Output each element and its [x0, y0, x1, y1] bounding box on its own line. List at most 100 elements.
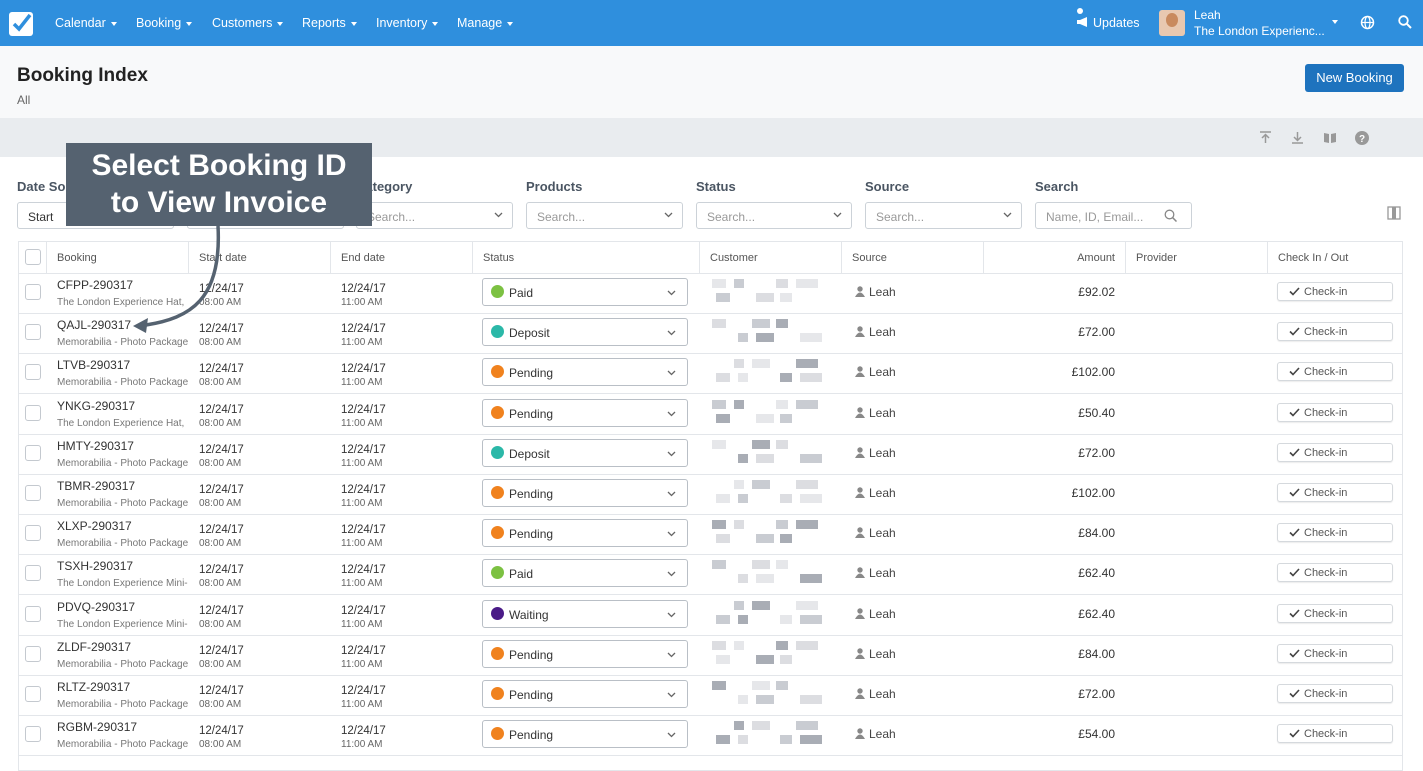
status-select[interactable]: Deposit	[482, 438, 688, 467]
start-date: 12/24/17	[199, 524, 244, 537]
customer-blur	[776, 399, 788, 409]
status-label: Deposit	[509, 446, 550, 461]
booking-id-link[interactable]: YNKG-290317	[57, 398, 136, 413]
source-name: Leah	[869, 526, 896, 541]
nav-label: Manage	[457, 16, 503, 30]
filter-input[interactable]: Search...	[356, 202, 513, 229]
nav-item[interactable]: Manage	[457, 16, 514, 30]
nav-item[interactable]: Customers	[212, 16, 284, 30]
user-caret[interactable]	[1332, 20, 1338, 24]
help-icon[interactable]: ?	[1355, 131, 1369, 145]
row-checkbox[interactable]	[25, 605, 41, 622]
booking-id-link[interactable]: TBMR-290317	[57, 479, 136, 493]
row-checkbox[interactable]	[25, 525, 41, 542]
start-date: 12/24/17	[199, 685, 244, 697]
booking-id-link[interactable]: ZLDF-290317	[57, 639, 132, 654]
status-select[interactable]: Pending	[482, 680, 688, 708]
check-in-button[interactable]: Check-in	[1277, 442, 1393, 462]
customer-blur	[734, 600, 744, 610]
booking-id-link[interactable]: PDVQ-290317	[57, 599, 136, 614]
check-in-button[interactable]: Check-in	[1277, 402, 1393, 422]
columns-icon[interactable]	[1387, 206, 1401, 220]
check-in-button[interactable]: Check-in	[1277, 724, 1393, 744]
booking-id-link[interactable]: CFPP-290317	[57, 278, 134, 292]
row-checkbox[interactable]	[25, 686, 41, 702]
status-select[interactable]: Waiting	[482, 599, 688, 628]
globe-icon[interactable]	[1360, 15, 1375, 30]
row-checkbox[interactable]	[25, 404, 41, 421]
status-select[interactable]: Pending	[482, 720, 688, 749]
customer-blur	[800, 574, 822, 584]
check-in-button[interactable]: Check-in	[1277, 282, 1393, 301]
book-icon[interactable]	[1323, 131, 1337, 144]
status-select[interactable]: Paid	[482, 559, 688, 588]
row-checkbox[interactable]	[25, 726, 41, 743]
select-all-checkbox[interactable]	[25, 249, 41, 265]
status-dot	[491, 486, 504, 499]
status-dot	[491, 405, 504, 419]
updates-link[interactable]: Updates	[1093, 16, 1140, 30]
check-in-button[interactable]: Check-in	[1277, 563, 1393, 583]
check-in-button[interactable]: Check-in	[1277, 322, 1393, 342]
status-select[interactable]: Paid	[482, 278, 688, 306]
booking-id-link[interactable]: LTVB-290317	[57, 358, 131, 373]
check-in-button[interactable]: Check-in	[1277, 643, 1393, 663]
filter-input[interactable]: Search...	[696, 202, 852, 229]
row-checkbox[interactable]	[25, 565, 41, 582]
filter-input[interactable]: Search...	[865, 202, 1022, 229]
status-dot	[491, 526, 504, 540]
annotation-line: Select Booking ID	[91, 149, 347, 182]
booking-id-link[interactable]: HMTY-290317	[57, 438, 134, 453]
upload-icon[interactable]	[1259, 131, 1272, 144]
filter-value: Search...	[367, 210, 416, 224]
nav-item[interactable]: Calendar	[55, 16, 117, 30]
status-select[interactable]: Pending	[482, 519, 688, 548]
filter-input[interactable]: Name, ID, Email...	[1035, 202, 1192, 229]
start-time: 08:00 AM	[199, 297, 242, 308]
search-icon[interactable]	[1398, 15, 1412, 29]
person-icon	[855, 688, 865, 699]
customer-blur	[756, 695, 774, 704]
start-date: 12/24/17	[199, 644, 244, 657]
user-org: The London Experienc...	[1194, 24, 1325, 38]
end-date: 12/24/17	[341, 644, 386, 657]
booking-id-link[interactable]: RGBM-290317	[57, 720, 138, 735]
filter-input[interactable]: Search...	[526, 202, 683, 229]
booking-id-link[interactable]: QAJL-290317	[57, 318, 132, 333]
filter-label: Status	[696, 179, 736, 194]
source-cell: Leah	[855, 687, 896, 701]
source-name: Leah	[869, 566, 896, 581]
nav-item[interactable]: Reports	[302, 16, 357, 30]
new-booking-button[interactable]: New Booking	[1305, 64, 1404, 92]
check-in-button[interactable]: Check-in	[1277, 684, 1393, 703]
column-header: Start date	[199, 252, 247, 264]
status-select[interactable]: Pending	[482, 639, 688, 668]
row-checkbox[interactable]	[25, 324, 41, 341]
row-checkbox[interactable]	[25, 485, 41, 501]
product-name: Memorabilia - Photo Package	[57, 658, 189, 670]
check-in-button[interactable]: Check-in	[1277, 523, 1393, 543]
amount: £72.00	[1078, 325, 1115, 340]
status-label: Pending	[509, 406, 554, 421]
nav-item[interactable]: Inventory	[376, 16, 439, 30]
download-icon[interactable]	[1291, 131, 1304, 144]
status-select[interactable]: Deposit	[482, 318, 688, 347]
check-in-button[interactable]: Check-in	[1277, 362, 1393, 382]
row-checkbox[interactable]	[25, 284, 41, 300]
booking-id-link[interactable]: XLXP-290317	[57, 519, 132, 534]
check-icon	[1289, 649, 1300, 658]
check-in-button[interactable]: Check-in	[1277, 483, 1393, 502]
booking-id-link[interactable]: RLTZ-290317	[57, 680, 131, 694]
check-in-label: Check-in	[1304, 607, 1348, 620]
check-in-button[interactable]: Check-in	[1277, 603, 1393, 623]
booking-id-link[interactable]: TSXH-290317	[57, 559, 134, 574]
row-checkbox[interactable]	[25, 364, 41, 381]
row-checkbox[interactable]	[25, 444, 41, 461]
nav-item[interactable]: Booking	[136, 16, 193, 30]
status-select[interactable]: Pending	[482, 358, 688, 387]
start-time: 08:00 AM	[199, 538, 242, 550]
row-checkbox[interactable]	[25, 645, 41, 662]
status-select[interactable]: Pending	[482, 398, 688, 427]
status-label: Pending	[509, 487, 554, 501]
status-select[interactable]: Pending	[482, 479, 688, 507]
